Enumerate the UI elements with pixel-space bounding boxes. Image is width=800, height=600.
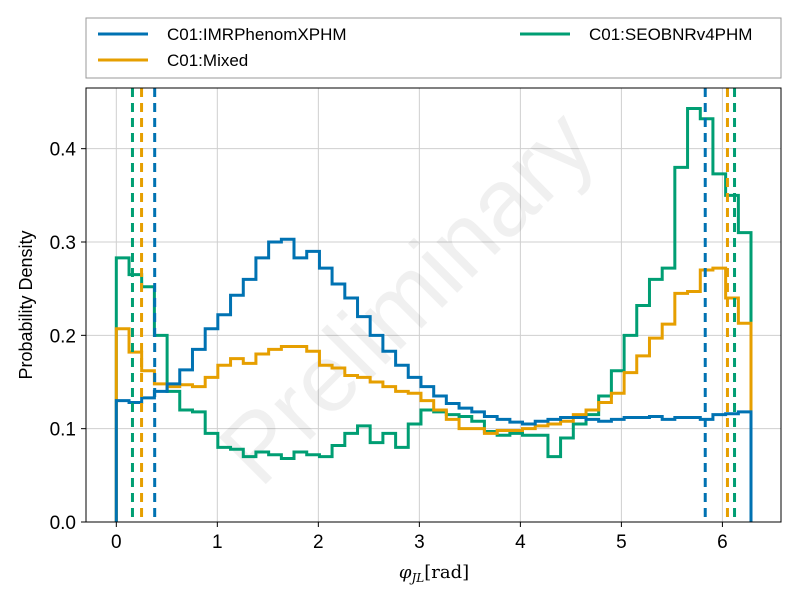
x-tick-label: 1 (212, 532, 223, 553)
series-line-C01:Mixed (114, 266, 753, 522)
y-tick-label: 0.4 (50, 140, 77, 161)
legend-label: C01:IMRPhenomXPHM (167, 25, 347, 44)
y-axis-label: Probability Density (16, 230, 36, 379)
legend-label: C01:Mixed (167, 51, 248, 70)
grid (86, 88, 781, 523)
credible-interval-lines (130, 88, 737, 522)
legend-label: C01:SEOBNRv4PHM (589, 25, 752, 44)
x-axis-label: φJL[rad] (399, 562, 469, 585)
axis-ticks: 0 1 2 3 4 5 6 0.0 0.1 0.2 0.3 0.4 (50, 140, 728, 553)
x-tick-label: 0 (111, 532, 122, 553)
y-tick-label: 0.2 (50, 326, 76, 347)
legend-box (85, 17, 782, 79)
x-tick-label: 2 (313, 532, 324, 553)
x-tick-label: 4 (515, 532, 526, 553)
legend: C01:IMRPhenomXPHM C01:Mixed C01:SEOBNRv4… (85, 17, 782, 79)
y-tick-label: 0.1 (50, 420, 76, 441)
x-tick-label: 5 (616, 532, 627, 553)
x-tick-label: 6 (717, 532, 728, 553)
x-tick-label: 3 (414, 532, 425, 553)
y-tick-label: 0.3 (50, 233, 76, 254)
plot-frame (85, 87, 782, 523)
series-line-C01:IMRPhenomXPHM (114, 237, 753, 522)
y-tick-label: 0.0 (50, 513, 76, 534)
series-layer (114, 107, 753, 522)
